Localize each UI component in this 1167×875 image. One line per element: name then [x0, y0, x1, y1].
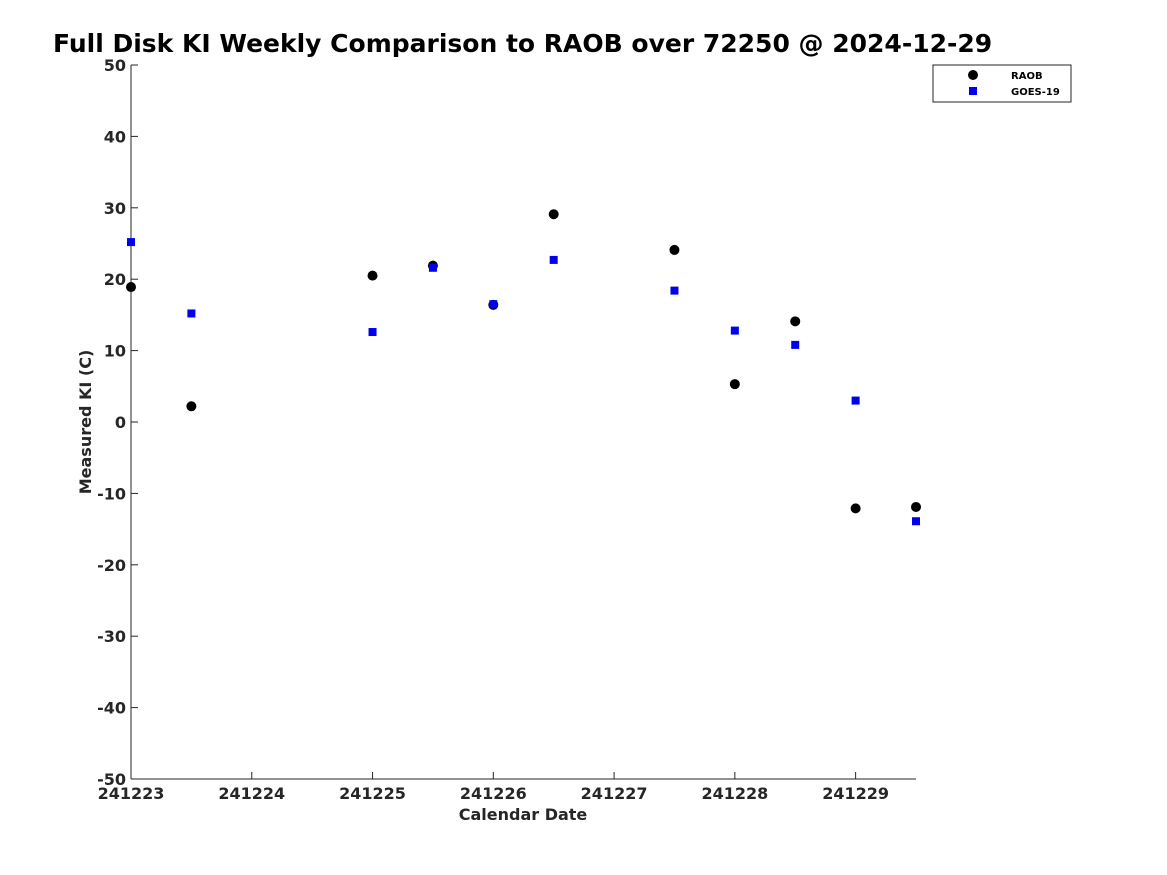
goes-point: [912, 517, 920, 526]
goes-point: [549, 255, 558, 264]
chart-title: Full Disk KI Weekly Comparison to RAOB o…: [53, 29, 992, 58]
legend-marker-raob: [968, 70, 978, 80]
x-ticks: 241223 241224 241225 241226 241227 241228 2412…: [98, 772, 889, 803]
raob-point: [126, 282, 136, 293]
y-tick-label: 30: [104, 199, 126, 218]
legend-label: GOES-19: [1011, 87, 1060, 98]
legend-marker-goes: [969, 87, 977, 95]
axes: [130, 65, 916, 780]
y-ticks: -50 -40 -30 -20 -10 0 10 20 30 40 50: [97, 56, 138, 789]
goes-point: [851, 396, 860, 405]
y-tick-label: -20: [97, 556, 126, 575]
goes-point: [791, 340, 800, 349]
goes-point: [368, 328, 377, 337]
x-axis-label: Calendar Date: [459, 805, 588, 824]
x-tick-label: 241225: [339, 784, 406, 803]
x-tick-label: 241224: [218, 784, 285, 803]
x-tick-label: 241227: [581, 784, 648, 803]
raob-point: [186, 401, 197, 412]
y-tick-label: -50: [97, 770, 126, 789]
y-tick-label: -40: [97, 699, 126, 718]
legend: RAOB GOES-19: [932, 64, 1072, 103]
y-tick-label: 50: [104, 56, 126, 75]
legend-box: [932, 64, 1072, 103]
raob-point: [548, 209, 559, 220]
y-tick-label: -10: [97, 484, 126, 503]
goes-point: [730, 326, 739, 335]
series-raob: [126, 209, 921, 514]
goes-point: [428, 263, 437, 272]
goes-point: [187, 309, 196, 318]
y-tick-label: -30: [97, 627, 126, 646]
y-tick-label: 0: [115, 413, 126, 432]
raob-point: [669, 244, 680, 255]
x-tick-label: 241229: [822, 784, 889, 803]
x-tick-label: 241228: [701, 784, 768, 803]
data-points: [126, 209, 921, 526]
series-goes-19: [127, 238, 920, 526]
goes-point: [489, 300, 498, 309]
x-tick-label: 241226: [460, 784, 527, 803]
y-axis-label: Measured KI (C): [76, 350, 95, 495]
goes-point: [670, 286, 679, 295]
x-tick-label: 241223: [98, 784, 165, 803]
raob-point: [850, 503, 861, 514]
raob-point: [729, 379, 740, 390]
goes-point: [127, 238, 135, 247]
y-tick-label: 40: [104, 127, 126, 146]
raob-point: [367, 270, 378, 281]
legend-items: RAOB GOES-19: [968, 70, 1060, 98]
legend-label: RAOB: [1011, 71, 1043, 82]
raob-point: [911, 501, 921, 512]
y-tick-label: 20: [104, 270, 126, 289]
y-tick-label: 10: [104, 342, 126, 361]
raob-point: [790, 316, 801, 327]
